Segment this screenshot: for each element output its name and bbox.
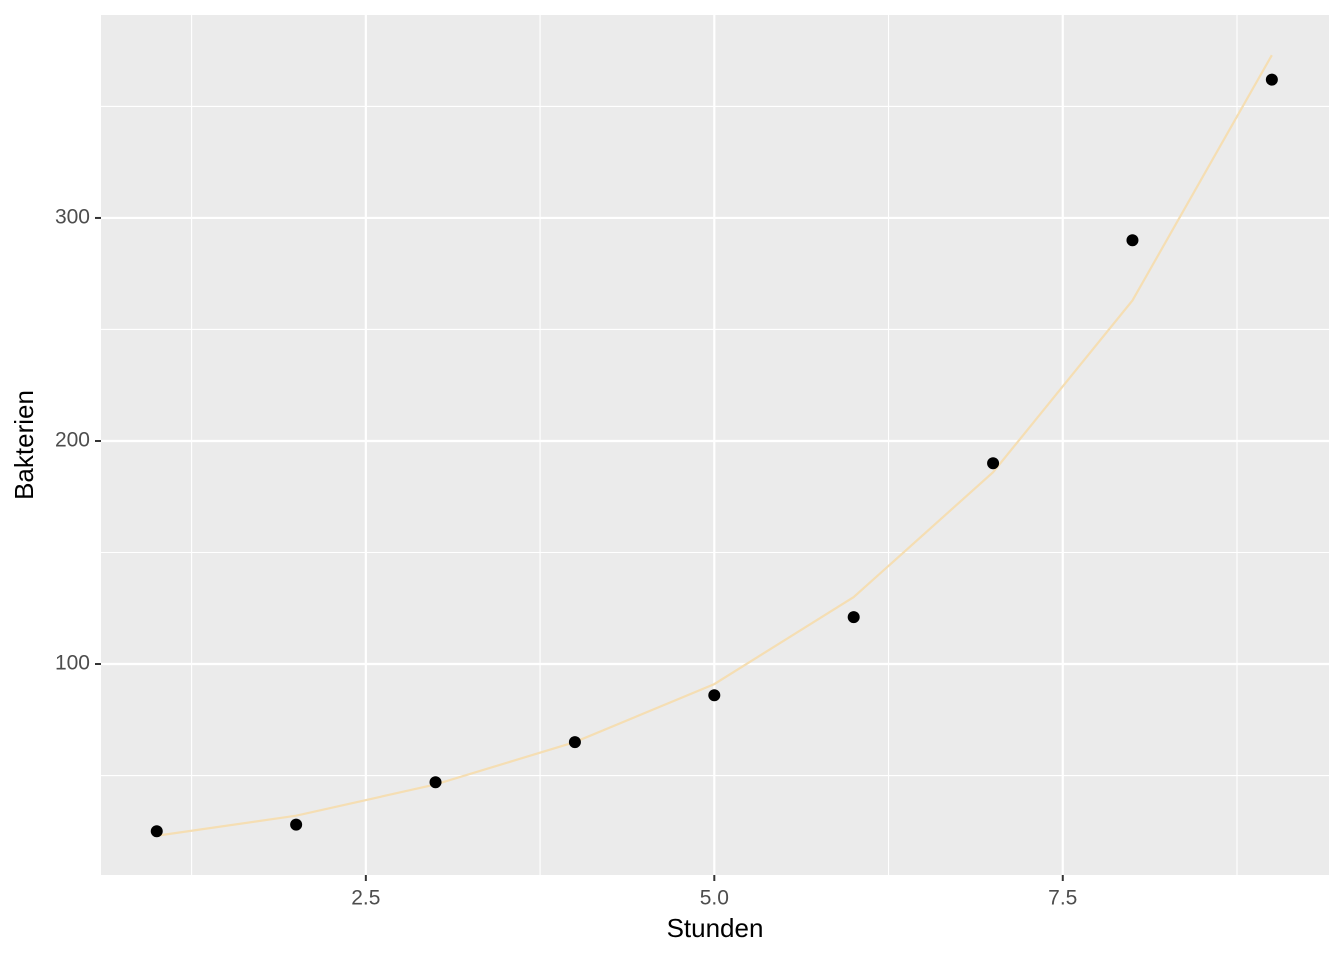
y-tick-label: 100 xyxy=(55,652,90,675)
point xyxy=(708,689,721,702)
point xyxy=(847,611,860,624)
x-axis-title: Stunden xyxy=(667,913,764,943)
y-tick-label: 300 xyxy=(55,206,90,229)
point xyxy=(1265,73,1278,86)
point xyxy=(290,818,303,831)
point xyxy=(568,736,581,749)
x-tick-label: 2.5 xyxy=(351,887,380,910)
point xyxy=(1126,234,1139,247)
x-tick-label: 5.0 xyxy=(700,887,729,910)
point xyxy=(987,457,1000,470)
y-tick-label: 200 xyxy=(55,429,90,452)
point xyxy=(150,825,163,838)
x-tick-label: 7.5 xyxy=(1048,887,1077,910)
fit-line xyxy=(156,54,1273,837)
y-axis-title: Bakterien xyxy=(9,390,39,500)
point xyxy=(429,776,442,789)
